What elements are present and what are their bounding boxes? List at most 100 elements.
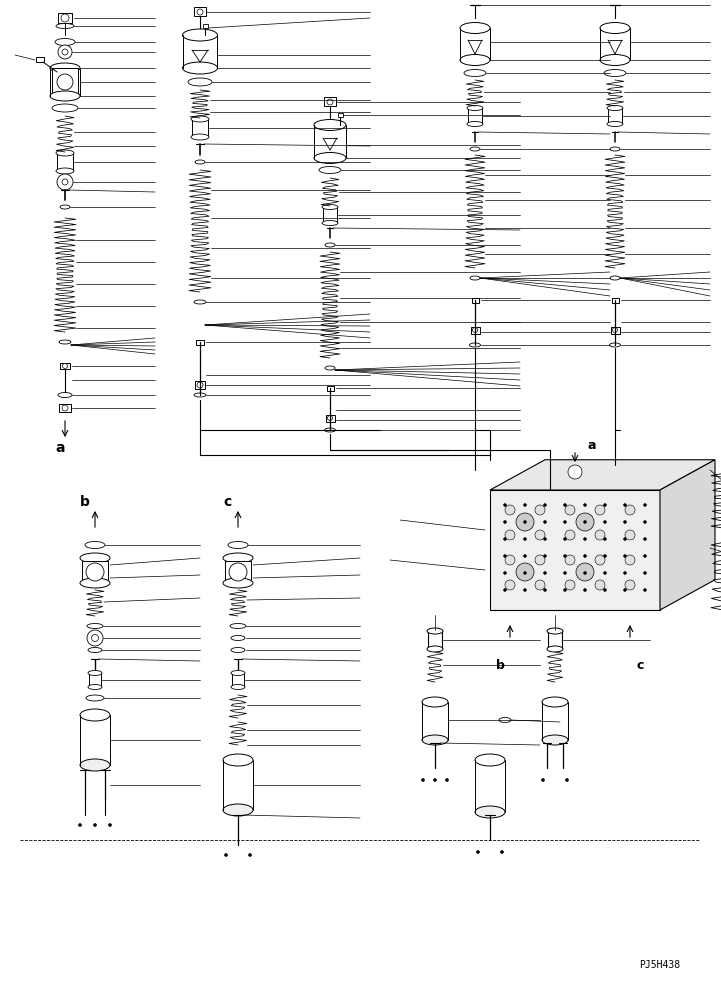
Bar: [611, 297, 619, 302]
Circle shape: [564, 589, 567, 592]
Bar: [194, 8, 206, 17]
Ellipse shape: [322, 205, 338, 209]
Ellipse shape: [475, 806, 505, 818]
Circle shape: [603, 521, 606, 524]
Ellipse shape: [547, 646, 563, 652]
Circle shape: [505, 580, 515, 590]
Ellipse shape: [80, 709, 110, 721]
Ellipse shape: [59, 340, 71, 344]
Bar: [192, 119, 208, 137]
Ellipse shape: [56, 150, 74, 156]
Ellipse shape: [58, 392, 72, 397]
Ellipse shape: [194, 393, 206, 397]
Circle shape: [62, 179, 68, 185]
Circle shape: [327, 416, 332, 421]
Circle shape: [595, 530, 605, 540]
Ellipse shape: [470, 147, 480, 151]
Circle shape: [603, 504, 606, 507]
Circle shape: [57, 174, 73, 190]
Circle shape: [624, 504, 627, 507]
Ellipse shape: [475, 754, 505, 766]
Ellipse shape: [88, 647, 102, 652]
Ellipse shape: [182, 62, 218, 74]
Circle shape: [624, 571, 627, 574]
Ellipse shape: [607, 122, 623, 126]
Circle shape: [503, 504, 506, 507]
Circle shape: [595, 580, 605, 590]
Bar: [59, 404, 71, 412]
Ellipse shape: [50, 63, 80, 73]
Circle shape: [544, 589, 547, 592]
Ellipse shape: [223, 578, 253, 588]
Circle shape: [544, 504, 547, 507]
Ellipse shape: [324, 428, 335, 432]
Circle shape: [565, 505, 575, 515]
Circle shape: [94, 824, 97, 827]
Circle shape: [565, 580, 575, 590]
Circle shape: [564, 537, 567, 540]
Bar: [60, 363, 70, 369]
Circle shape: [523, 504, 526, 507]
Ellipse shape: [223, 754, 253, 766]
Circle shape: [422, 779, 425, 782]
Circle shape: [249, 854, 252, 857]
Circle shape: [446, 779, 448, 782]
Ellipse shape: [499, 717, 511, 722]
Circle shape: [62, 49, 68, 55]
Ellipse shape: [322, 220, 338, 225]
Circle shape: [523, 589, 526, 592]
Circle shape: [564, 521, 567, 524]
Bar: [324, 98, 336, 107]
Circle shape: [625, 580, 635, 590]
Ellipse shape: [607, 106, 623, 111]
Ellipse shape: [610, 276, 620, 280]
Ellipse shape: [50, 91, 80, 101]
Circle shape: [477, 851, 479, 854]
Ellipse shape: [86, 695, 104, 701]
Bar: [428, 631, 442, 649]
Ellipse shape: [191, 116, 209, 122]
Circle shape: [224, 854, 228, 857]
Circle shape: [565, 530, 575, 540]
Circle shape: [565, 779, 568, 782]
Text: c: c: [224, 495, 232, 509]
Ellipse shape: [87, 623, 103, 628]
Ellipse shape: [182, 29, 218, 41]
Ellipse shape: [469, 343, 480, 347]
Ellipse shape: [314, 152, 346, 163]
Circle shape: [503, 589, 506, 592]
Ellipse shape: [191, 134, 209, 140]
Circle shape: [523, 554, 526, 557]
Circle shape: [583, 504, 586, 507]
Bar: [327, 385, 334, 390]
Circle shape: [583, 589, 586, 592]
Circle shape: [79, 824, 81, 827]
Circle shape: [500, 851, 503, 854]
Ellipse shape: [194, 300, 206, 304]
Circle shape: [327, 99, 333, 105]
Bar: [89, 673, 101, 687]
Circle shape: [603, 537, 606, 540]
Circle shape: [516, 513, 534, 531]
Circle shape: [624, 589, 627, 592]
Ellipse shape: [422, 735, 448, 745]
Circle shape: [644, 504, 647, 507]
Circle shape: [544, 571, 547, 574]
Ellipse shape: [56, 24, 74, 29]
Bar: [196, 340, 204, 345]
Circle shape: [576, 563, 594, 581]
Circle shape: [63, 364, 68, 369]
Circle shape: [503, 554, 506, 557]
Ellipse shape: [231, 647, 245, 652]
Circle shape: [624, 521, 627, 524]
Ellipse shape: [80, 759, 110, 771]
Circle shape: [583, 554, 586, 557]
Circle shape: [505, 530, 515, 540]
Circle shape: [644, 521, 647, 524]
Circle shape: [583, 537, 586, 540]
Circle shape: [568, 465, 582, 479]
Circle shape: [86, 563, 104, 581]
Bar: [57, 153, 73, 171]
Circle shape: [108, 824, 112, 827]
Bar: [52, 68, 78, 96]
